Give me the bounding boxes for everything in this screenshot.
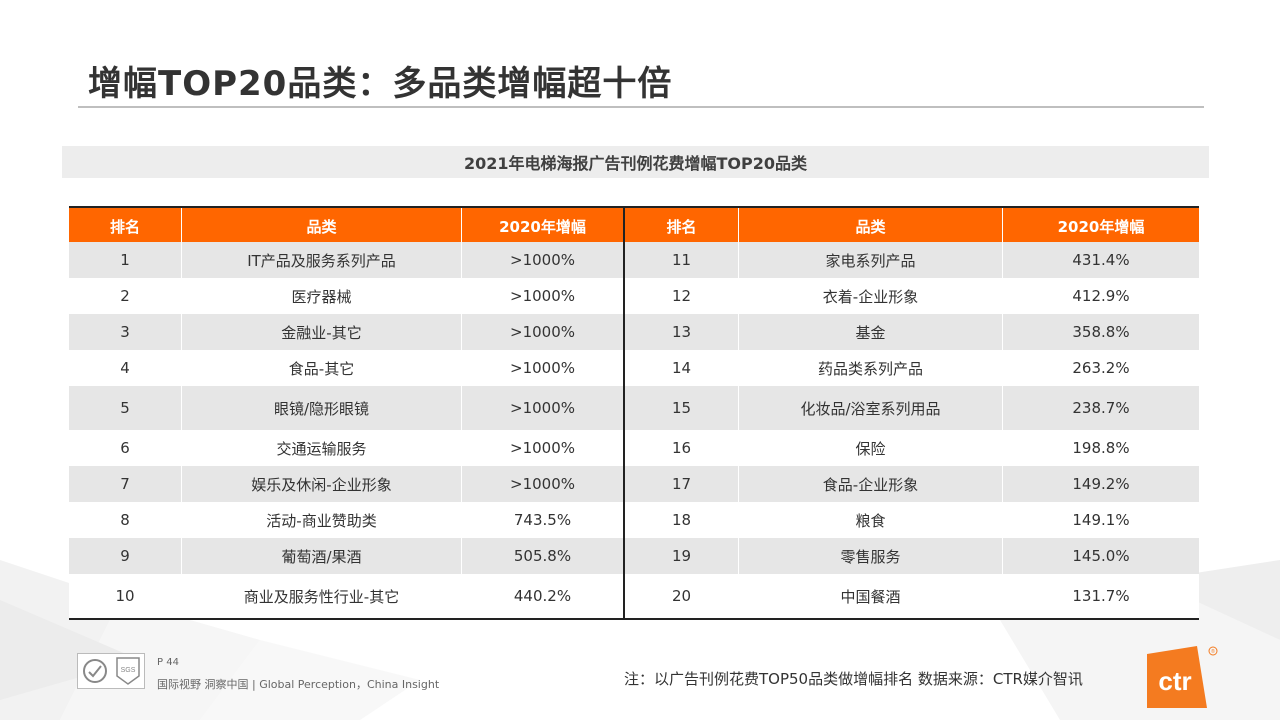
rank-cell: 4 (69, 350, 182, 386)
rank-cell-right: 15 (625, 386, 739, 430)
category-cell: 活动-商业赞助类 (182, 502, 462, 538)
svg-text:®: ® (1211, 648, 1215, 655)
growth-cell: >1000% (462, 386, 625, 430)
rank-cell-right: 17 (625, 466, 739, 502)
rank-cell: 9 (69, 538, 182, 574)
quality-seal-icon (82, 659, 107, 683)
category-cell-right: 保险 (739, 430, 1003, 466)
ctr-logo-text: ctr (1158, 666, 1191, 696)
sgs-label: SGS (120, 667, 135, 674)
table-row: 4 食品-其它 >1000% 14 药品类系列产品 263.2% (69, 350, 1199, 386)
header-rank: 排名 (69, 208, 182, 244)
table-row: 5 眼镜/隐形眼镜 >1000% 15 化妆品/浴室系列用品 238.7% (69, 386, 1199, 430)
certification-logo: SGS (77, 653, 145, 689)
growth-cell-right: 198.8% (1072, 439, 1130, 457)
growth-cell-right: 131.7% (1072, 587, 1130, 605)
category-cell: 娱乐及休闲-企业形象 (182, 466, 462, 502)
growth-cell-right: 238.7% (1072, 399, 1130, 417)
growth-cell-right: 431.4% (1072, 251, 1130, 269)
growth-cell-right: 263.2% (1072, 359, 1130, 377)
growth-cell-right: 145.0% (1072, 547, 1130, 565)
category-cell-right: 中国餐酒 (739, 574, 1003, 618)
growth-cell: >1000% (462, 242, 625, 278)
growth-cell-right: 412.9% (1072, 287, 1130, 305)
rank-cell: 2 (69, 278, 182, 314)
rank-cell-right: 18 (625, 502, 739, 538)
rank-cell-right: 16 (625, 430, 739, 466)
category-cell: 眼镜/隐形眼镜 (182, 386, 462, 430)
slide-title: 增幅TOP20品类：多品类增幅超十倍 (88, 64, 673, 104)
header-category: 品类 (182, 208, 462, 244)
header-growth-right: 2020年增幅 (1057, 217, 1145, 236)
growth-cell-right: 149.2% (1072, 475, 1130, 493)
rank-cell: 3 (69, 314, 182, 350)
category-cell: 交通运输服务 (182, 430, 462, 466)
table-caption: 2021年电梯海报广告刊例花费增幅TOP20品类 (62, 146, 1209, 178)
header-growth: 2020年增幅 (462, 208, 625, 244)
growth-cell: 440.2% (462, 574, 625, 618)
growth-cell: >1000% (462, 278, 625, 314)
category-cell: 食品-其它 (182, 350, 462, 386)
growth-cell: 505.8% (462, 538, 625, 574)
footer-slogan: 国际视野 洞察中国 | Global Perception，China Insi… (157, 678, 440, 691)
rank-cell: 7 (69, 466, 182, 502)
growth-cell: >1000% (462, 466, 625, 502)
header-category-right: 品类 (739, 208, 1003, 244)
growth-cell: 743.5% (462, 502, 625, 538)
rank-cell: 1 (69, 242, 182, 278)
rank-cell: 8 (69, 502, 182, 538)
table-row: 1 IT产品及服务系列产品 >1000% 11 家电系列产品 431.4% (69, 242, 1199, 278)
category-cell-right: 化妆品/浴室系列用品 (739, 386, 1003, 430)
rank-cell-right: 13 (625, 314, 739, 350)
rank-cell-right: 11 (625, 242, 739, 278)
category-cell-right: 食品-企业形象 (739, 466, 1003, 502)
sgs-badge-icon: SGS (115, 657, 140, 685)
rank-cell: 6 (69, 430, 182, 466)
table-header-row: 排名 品类 2020年增幅 排名 品类 2020年增幅 (69, 206, 1199, 244)
rank-cell: 10 (69, 574, 182, 618)
ranking-table: 排名 品类 2020年增幅 排名 品类 2020年增幅 1 IT产品及服务系列产品… (69, 206, 1199, 620)
growth-cell: >1000% (462, 350, 625, 386)
source-note: 注：以广告刊例花费TOP50品类做增幅排名 数据来源：CTR媒介智讯 (624, 670, 1083, 688)
category-cell: IT产品及服务系列产品 (182, 242, 462, 278)
table-row: 10 商业及服务性行业-其它 440.2% 20 中国餐酒 131.7% (69, 574, 1199, 618)
header-rank-right: 排名 (625, 208, 739, 244)
ctr-logo: ctr ® (1147, 646, 1218, 708)
page-number: P 44 (157, 657, 179, 668)
rank-cell: 5 (69, 386, 182, 430)
category-cell: 葡萄酒/果酒 (182, 538, 462, 574)
table-body: 1 IT产品及服务系列产品 >1000% 11 家电系列产品 431.4% 2 医疗器械 >10… (69, 242, 1199, 618)
growth-cell-right: 149.1% (1072, 511, 1130, 529)
table-row: 6 交通运输服务 >1000% 16 保险 198.8% (69, 430, 1199, 466)
table-row: 8 活动-商业赞助类 743.5% 18 粮食 149.1% (69, 502, 1199, 538)
category-cell: 商业及服务性行业-其它 (182, 574, 462, 618)
growth-cell: >1000% (462, 430, 625, 466)
category-cell-right: 零售服务 (739, 538, 1003, 574)
rank-cell-right: 20 (625, 574, 739, 618)
table-row: 2 医疗器械 >1000% 12 衣着-企业形象 412.9% (69, 278, 1199, 314)
rank-cell-right: 12 (625, 278, 739, 314)
growth-cell-right: 358.8% (1072, 323, 1130, 341)
category-cell: 金融业-其它 (182, 314, 462, 350)
category-cell-right: 基金 (739, 314, 1003, 350)
table-row: 9 葡萄酒/果酒 505.8% 19 零售服务 145.0% (69, 538, 1199, 574)
category-cell-right: 衣着-企业形象 (739, 278, 1003, 314)
category-cell: 医疗器械 (182, 278, 462, 314)
rank-cell-right: 19 (625, 538, 739, 574)
rank-cell-right: 14 (625, 350, 739, 386)
growth-cell: >1000% (462, 314, 625, 350)
table-row: 7 娱乐及休闲-企业形象 >1000% 17 食品-企业形象 149.2% (69, 466, 1199, 502)
category-cell-right: 药品类系列产品 (739, 350, 1003, 386)
table-row: 3 金融业-其它 >1000% 13 基金 358.8% (69, 314, 1199, 350)
title-divider (78, 106, 1204, 108)
category-cell-right: 家电系列产品 (739, 242, 1003, 278)
category-cell-right: 粮食 (739, 502, 1003, 538)
